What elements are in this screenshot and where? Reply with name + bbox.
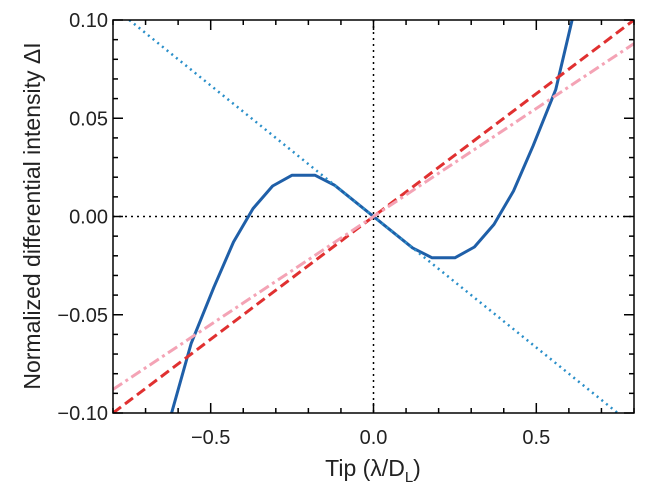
axis-ticks <box>112 19 635 414</box>
series-positive-linear <box>113 20 634 413</box>
x-tick-label: 0.0 <box>360 427 388 449</box>
x-tick-label: 0.5 <box>522 427 550 449</box>
y-tick-label: 0.05 <box>69 108 108 130</box>
x-axis-title-subscript: L <box>405 469 413 486</box>
y-tick-label: −0.10 <box>57 403 108 425</box>
y-tick-label: 0.00 <box>69 207 108 229</box>
y-axis-title: Normalized differential intensity ΔI <box>19 42 45 389</box>
series-lines <box>113 20 634 413</box>
y-tick-label: −0.05 <box>57 305 108 327</box>
x-tick-label: −0.5 <box>191 427 230 449</box>
x-axis-title-end: ) <box>413 455 421 481</box>
axis-tick-labels: −0.5 0.0 0.5 −0.10 −0.05 0.00 0.05 0.10 <box>57 10 550 449</box>
series-positive-linear-shallow <box>113 42 634 391</box>
x-axis-title: Tip (λ/DL) <box>325 455 421 486</box>
y-tick-label: 0.10 <box>69 10 108 32</box>
